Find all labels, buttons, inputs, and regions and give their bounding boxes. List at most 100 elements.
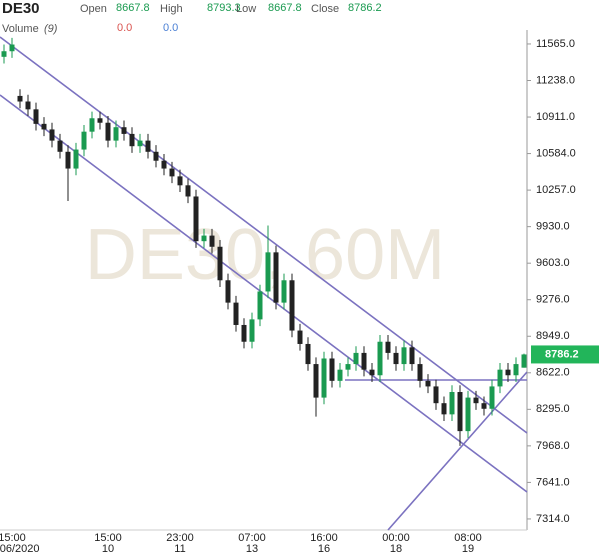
candle-body	[457, 392, 463, 432]
candle-body	[353, 352, 359, 365]
y-tick-label: 8295.0	[536, 403, 570, 415]
candle-body	[401, 347, 407, 365]
candle-body	[385, 341, 391, 353]
candle-body	[505, 369, 511, 376]
candle-body	[145, 140, 151, 152]
x-tick-label: 07:00	[238, 532, 266, 544]
candle-body	[81, 131, 87, 150]
candle-body	[345, 364, 351, 370]
x-tick-label: 16:00	[310, 532, 338, 544]
x-tick-date: 10	[102, 543, 114, 555]
trendline	[0, 36, 528, 434]
y-tick-label: 8949.0	[536, 330, 570, 342]
candle-body	[281, 280, 287, 303]
candle-body	[449, 392, 455, 415]
candle-body	[161, 160, 167, 169]
open-label: Open	[80, 3, 107, 15]
open-value: 8667.8	[116, 2, 150, 14]
candle-body	[25, 101, 31, 110]
volume-value: 0.0	[117, 22, 132, 34]
candle-body	[489, 386, 495, 409]
candle-body	[273, 252, 279, 303]
candle-body	[433, 386, 439, 404]
symbol: DE30	[2, 0, 40, 17]
candle-body	[185, 185, 191, 197]
candle-body	[377, 341, 383, 376]
volume-value: 0.0	[163, 22, 178, 34]
x-tick-date: 19	[462, 543, 474, 555]
y-tick-label: 10584.0	[536, 147, 576, 159]
candle-body	[297, 330, 303, 344]
candle-body	[265, 252, 271, 292]
candle-body	[169, 168, 175, 177]
y-tick-label: 9276.0	[536, 294, 570, 306]
x-tick-label: 23:00	[166, 532, 194, 544]
x-tick-date: 13	[246, 543, 258, 555]
y-tick-label: 7314.0	[536, 513, 570, 525]
candle-body	[49, 129, 55, 141]
candle-body	[425, 380, 431, 387]
candle-body	[409, 347, 415, 365]
y-tick-label: 7641.0	[536, 476, 570, 488]
candle-body	[97, 118, 103, 123]
y-tick-label: 10911.0	[536, 111, 575, 123]
candle-body	[289, 280, 295, 331]
candle-body	[473, 397, 479, 404]
candle-body	[241, 324, 247, 342]
candle-body	[417, 364, 423, 381]
volume-label: Volume	[2, 23, 39, 35]
y-tick-label: 10257.0	[536, 184, 576, 196]
candle-body	[17, 95, 23, 102]
watermark: DE30, 60M	[85, 215, 445, 295]
candle-body	[129, 133, 135, 147]
candle-body	[313, 364, 319, 398]
candle-body	[393, 352, 399, 365]
close-value: 8786.2	[348, 2, 382, 14]
candle-body	[441, 403, 447, 415]
candle-body	[321, 358, 327, 398]
trendline	[0, 94, 528, 493]
candle-body	[233, 302, 239, 325]
x-tick-date: 11	[174, 543, 185, 555]
candle-body	[329, 358, 335, 381]
candle-body	[209, 235, 215, 247]
candle-body	[305, 343, 311, 365]
price-label: 8786.2	[545, 348, 579, 360]
x-tick-date: 16	[318, 543, 330, 555]
candle-body	[33, 109, 39, 124]
y-tick-label: 9930.0	[536, 221, 570, 233]
candle-body	[153, 151, 159, 161]
candle-body	[497, 369, 503, 387]
x-tick-date: 03/06/2020	[0, 543, 40, 555]
candle-body	[249, 319, 255, 342]
x-tick-date: 18	[390, 543, 402, 555]
candle-body	[1, 51, 7, 57]
high-value: 8793.3	[207, 2, 241, 14]
candle-body	[137, 140, 143, 147]
candle-body	[177, 176, 183, 186]
price-label-box	[531, 345, 599, 364]
candle-body	[465, 397, 471, 432]
y-tick-label: 7968.0	[536, 440, 570, 452]
candle-body	[41, 123, 47, 130]
candle-body	[9, 44, 15, 52]
y-tick-label: 8622.0	[536, 367, 570, 379]
trendline	[387, 371, 528, 531]
candle-body	[513, 364, 519, 376]
low-label: Low	[236, 3, 256, 15]
y-tick-label: 11565.0	[536, 38, 575, 50]
y-tick-label: 11238.0	[536, 74, 575, 86]
candle-body	[361, 352, 367, 370]
x-tick-label: 15:00	[94, 532, 122, 544]
candle-body	[57, 140, 63, 152]
candle-body	[521, 354, 527, 368]
x-tick-label: 08:00	[454, 532, 482, 544]
candle-body	[481, 403, 487, 409]
volume-period: (9)	[44, 23, 58, 35]
candle-body	[89, 118, 95, 132]
candle-body	[225, 280, 231, 303]
y-tick-label: 9603.0	[536, 257, 570, 269]
candle-body	[369, 369, 375, 376]
candle-body	[105, 122, 111, 141]
